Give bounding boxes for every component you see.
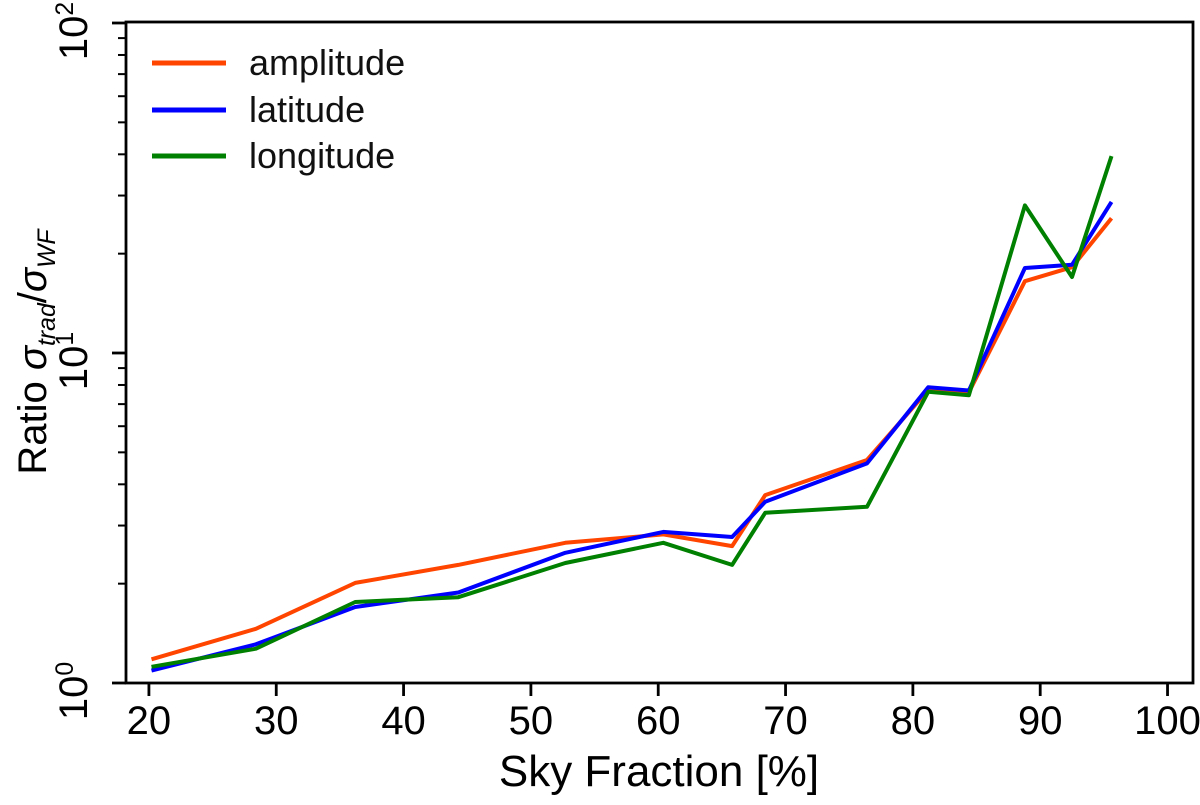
y-tick-label: 100 (51, 661, 97, 721)
legend-label-latitude: latitude (249, 88, 366, 130)
series-line-latitude (151, 200, 1114, 673)
x-tick-label: 60 (635, 699, 681, 743)
legend-label-amplitude: amplitude (249, 42, 406, 83)
x-tick-label: 50 (508, 699, 554, 743)
x-tick-label: 80 (890, 699, 936, 743)
x-tick-label: 40 (381, 699, 426, 743)
legend-line-amplitude (152, 60, 226, 66)
series-line-amplitude (150, 217, 1114, 662)
x-tick-label: 70 (763, 699, 808, 743)
y-tick-label: 102 (51, 1, 97, 61)
x-tick-label: 90 (1017, 699, 1063, 743)
x-tick-label: 100 (1134, 699, 1200, 743)
x-tick-label: 30 (253, 699, 299, 743)
legend-line-latitude (152, 107, 226, 112)
y-axis-title: Ratio σtrad/σWF (10, 229, 61, 475)
legend-line-longitude (152, 153, 226, 159)
x-tick-label: 20 (126, 699, 172, 743)
series-line-longitude (151, 155, 1114, 669)
legend-label-longitude: longitude (249, 135, 396, 176)
x-axis-title: Sky Fraction [%] (498, 747, 820, 796)
